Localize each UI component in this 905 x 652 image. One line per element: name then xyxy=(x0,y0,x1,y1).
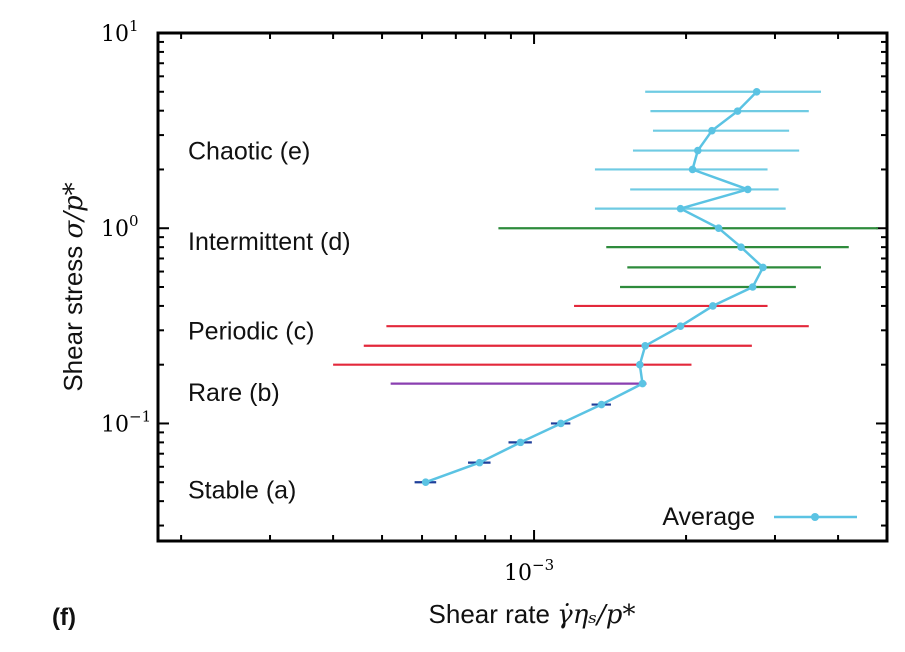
axis-ticks xyxy=(158,32,888,541)
regime-label: Intermittent (d) xyxy=(188,228,351,256)
average-point xyxy=(752,87,761,96)
y-axis-title: Shear stress σ/p* xyxy=(58,182,89,391)
average-point xyxy=(748,283,757,291)
average-point xyxy=(475,458,484,467)
error-bars xyxy=(333,90,879,484)
average-points xyxy=(421,87,767,487)
axis-tick-labels: 101 100 10−1 10−3 xyxy=(101,17,554,586)
y-tick-label: 100 xyxy=(101,212,139,242)
average-point xyxy=(676,322,685,330)
legend: Average xyxy=(662,503,857,531)
svg-text:Shear stress σ/p*: Shear stress σ/p* xyxy=(58,182,89,391)
average-point xyxy=(638,379,647,388)
average-point xyxy=(597,400,606,409)
y-tick-label: 101 xyxy=(101,17,139,47)
average-point xyxy=(557,419,565,428)
average-point xyxy=(421,478,430,487)
average-point xyxy=(636,360,644,369)
average-point xyxy=(708,126,716,135)
y-tick-label: 10−1 xyxy=(101,407,151,437)
average-point xyxy=(709,302,717,310)
regime-label: Rare (b) xyxy=(188,379,280,407)
average-point xyxy=(733,107,742,115)
regime-label: Chaotic (e) xyxy=(188,138,310,166)
regime-label: Periodic (c) xyxy=(188,317,314,345)
x-axis-title-math: γ̇ηₛ/p* xyxy=(557,600,635,630)
legend-marker-swatch xyxy=(811,513,819,521)
x-axis-title: Shear rate γ̇ηₛ/p* xyxy=(429,599,636,630)
panel-label: (f) xyxy=(52,604,76,631)
average-point xyxy=(641,341,649,350)
y-axis-title-math: σ/p* xyxy=(59,182,89,238)
average-point xyxy=(759,263,767,272)
x-tick-label: 10−3 xyxy=(504,556,554,586)
average-point xyxy=(694,146,702,155)
regime-label: Stable (a) xyxy=(188,476,296,504)
x-axis-title-text: Shear rate xyxy=(429,599,558,629)
y-axis-title-text: Shear stress xyxy=(58,238,88,391)
average-point xyxy=(688,165,697,174)
average-point xyxy=(743,185,752,194)
average-point xyxy=(676,204,685,213)
average-point xyxy=(516,438,525,447)
legend-label: Average xyxy=(662,503,755,531)
regime-labels: Chaotic (e) Intermittent (d) Periodic (c) R… xyxy=(188,138,351,505)
average-point xyxy=(714,224,723,233)
average-point xyxy=(737,243,745,251)
